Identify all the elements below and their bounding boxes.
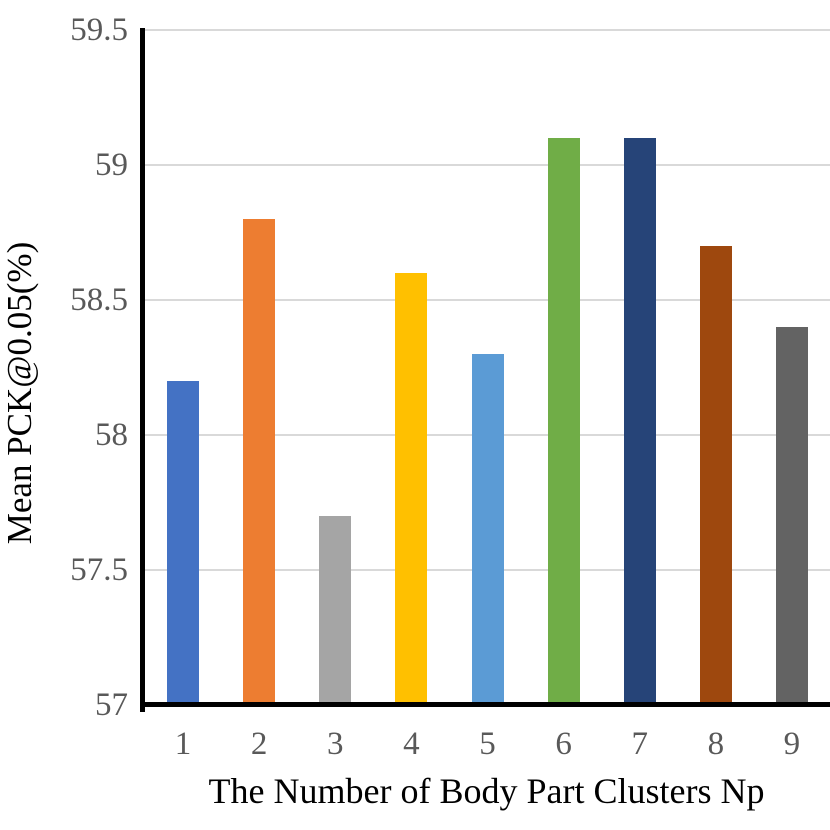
bar-cluster-1: [167, 381, 200, 702]
x-axis-tick-label: 2: [250, 726, 268, 762]
bar-cluster-8: [699, 246, 732, 702]
y-axis-line: [140, 28, 145, 712]
y-axis-title: Mean PCK@0.05(%): [0, 241, 39, 545]
bar-cluster-6: [547, 138, 580, 702]
x-axis-title: The Number of Body Part Clusters Np: [208, 771, 765, 811]
bar-cluster-5: [471, 354, 504, 702]
bar-cluster-4: [395, 273, 428, 702]
x-axis-tick-label: 7: [631, 726, 648, 762]
bar-cluster-2: [243, 219, 276, 702]
y-axis-tick-label: 59.5: [70, 12, 128, 48]
x-axis-tick-label: 4: [403, 726, 420, 762]
x-axis-tick-label: 8: [707, 726, 725, 762]
bar-cluster-7: [623, 138, 656, 702]
y-axis-tick-label: 57: [95, 687, 128, 723]
y-gridline: [145, 164, 830, 166]
y-axis-tick-label: 57.5: [70, 552, 128, 588]
x-axis-tick-label: 5: [479, 726, 496, 762]
bar-cluster-9: [775, 327, 808, 702]
x-axis-tick-label: 1: [174, 726, 192, 762]
y-axis-tick-label: 59: [95, 147, 128, 183]
y-gridline: [145, 299, 830, 301]
bar-cluster-3: [319, 516, 352, 702]
y-gridline: [145, 29, 830, 31]
y-axis-tick-label: 58.5: [70, 282, 128, 318]
x-axis-tick-label: 9: [783, 726, 801, 762]
y-axis-tick-label: 58: [95, 417, 128, 453]
x-axis-line: [140, 702, 830, 707]
x-axis-tick-label: 6: [555, 726, 572, 762]
x-axis-tick-label: 3: [327, 726, 344, 762]
